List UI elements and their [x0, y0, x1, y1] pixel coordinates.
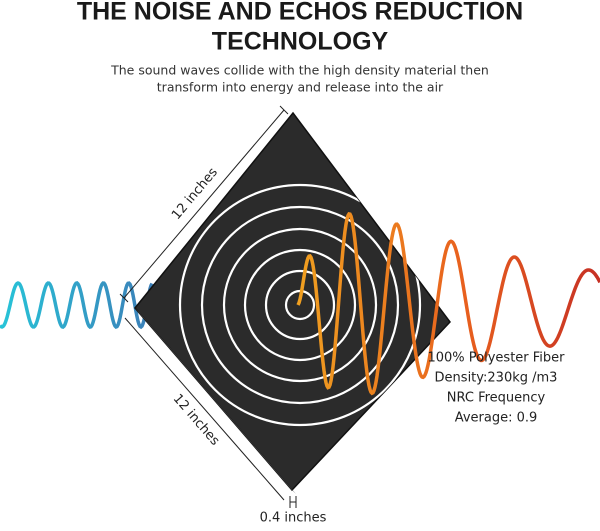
dim-tick: [119, 293, 129, 303]
dimension-lines: [119, 105, 297, 508]
dim-tick: [279, 105, 289, 115]
dim-line: [123, 109, 285, 299]
spec-line: Density:230kg /m3: [435, 371, 558, 386]
ring: [264, 269, 336, 341]
dimension-label: 0.4 inches: [260, 511, 327, 526]
spec-line: Average: 0.9: [455, 411, 538, 426]
reflected-wave: [296, 212, 600, 396]
incoming-wave: [0, 281, 154, 330]
ring: [222, 227, 378, 383]
title-line: TECHNOLOGY: [212, 28, 389, 56]
subtitle-line: transform into energy and release into t…: [157, 80, 444, 95]
acoustic-panel: [134, 111, 451, 492]
spec-line: 100% Polyester Fiber: [427, 351, 565, 366]
spec-line: NRC Frequency: [447, 391, 546, 406]
title-line: THE NOISE AND ECHOS REDUCTION: [77, 0, 523, 26]
rings: [178, 183, 422, 427]
dim-line: [124, 317, 285, 501]
ring: [200, 205, 400, 405]
panel-edge: [135, 308, 296, 494]
ring: [178, 183, 422, 427]
subtitle-line: The sound waves collide with the high de…: [110, 63, 489, 78]
ring: [243, 248, 357, 362]
